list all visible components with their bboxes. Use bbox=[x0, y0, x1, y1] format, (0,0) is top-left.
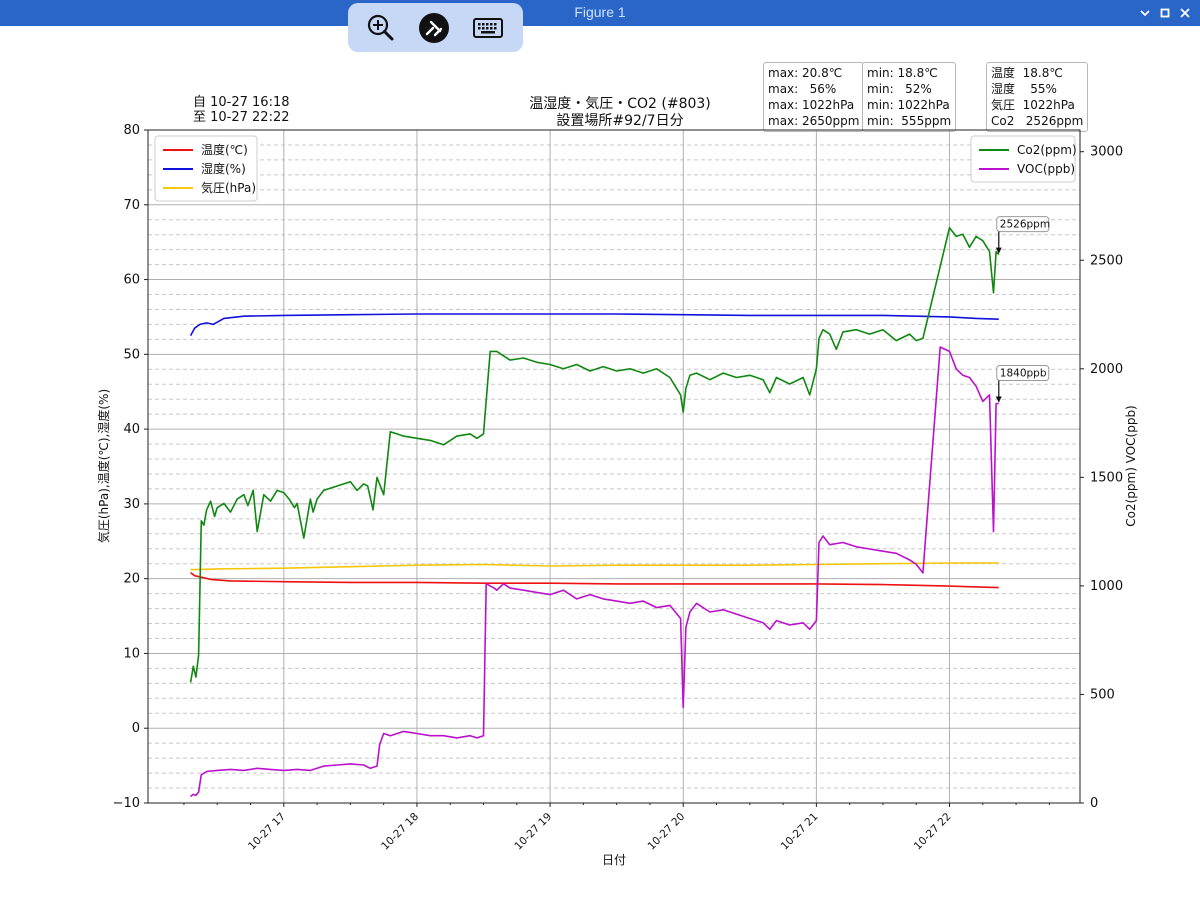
stat-line: min: 555ppm bbox=[867, 114, 952, 128]
x-tick-label: 10-27 20 bbox=[645, 811, 687, 853]
chevron-down-icon[interactable] bbox=[1136, 4, 1154, 22]
y-axis-right-label: Co2(ppm) VOC(ppb) bbox=[1124, 405, 1138, 527]
stat-line: 湿度 55% bbox=[991, 82, 1057, 96]
x-tick-label: 10-27 21 bbox=[779, 811, 821, 853]
annotation-arrowhead bbox=[995, 396, 1002, 403]
window-titlebar: Figure 1 bbox=[0, 0, 1200, 26]
y-left-tick-label: 40 bbox=[123, 422, 140, 437]
x-tick-label: 10-27 17 bbox=[246, 811, 288, 853]
annotation-box bbox=[996, 365, 1050, 382]
legend-entry: Co2(ppm) bbox=[1017, 143, 1077, 157]
connection-icon bbox=[419, 13, 449, 43]
annotation-box bbox=[996, 216, 1050, 233]
series-line-press bbox=[190, 562, 999, 571]
maximize-icon[interactable] bbox=[1156, 4, 1174, 22]
y-left-tick-label: 60 bbox=[123, 273, 140, 288]
y-right-tick-label: 3000 bbox=[1090, 145, 1123, 160]
max-stats-box: max: 20.8℃ max: 56% max: 1022hPa max: 26… bbox=[763, 62, 865, 132]
y-left-tick-label: 10 bbox=[123, 646, 140, 661]
chart-title: 温湿度・気圧・CO2 (#803) bbox=[529, 96, 711, 112]
date-from: 自 10-27 16:18 bbox=[193, 95, 290, 110]
chart-subtitle: 設置場所#92/7日分 bbox=[556, 113, 684, 129]
legend-entry: 湿度(%) bbox=[201, 161, 246, 176]
legend-box bbox=[970, 135, 1076, 183]
current-stats-box: 温度 18.8℃ 湿度 55% 気圧 1022hPa Co2 2526ppm bbox=[986, 62, 1089, 132]
x-tick-label: 10-27 19 bbox=[512, 811, 554, 853]
y-left-tick-label: 20 bbox=[123, 572, 140, 587]
plot-frame bbox=[147, 129, 1081, 804]
series-line-temp bbox=[190, 572, 999, 589]
zoom-in-icon bbox=[367, 14, 394, 41]
stat-line: max: 20.8℃ bbox=[768, 66, 843, 80]
y-right-tick-label: 1500 bbox=[1090, 470, 1123, 485]
y-right-tick-label: 0 bbox=[1090, 796, 1098, 811]
floating-toolbar bbox=[348, 3, 523, 52]
y-left-tick-label: 0 bbox=[132, 721, 140, 736]
y-left-tick-label: 30 bbox=[123, 497, 140, 512]
y-right-tick-label: 1000 bbox=[1090, 579, 1123, 594]
y-right-tick-label: 500 bbox=[1090, 687, 1115, 702]
y-left-tick-label: 80 bbox=[123, 123, 140, 138]
annotation-arrowhead bbox=[995, 247, 1002, 254]
series-line-hum bbox=[189, 313, 999, 336]
window-title: Figure 1 bbox=[574, 4, 626, 20]
annotations-layer: 2526ppm 1840ppb bbox=[995, 216, 1050, 403]
legend-box bbox=[154, 135, 258, 202]
stat-line: 温度 18.8℃ bbox=[991, 66, 1063, 80]
keyboard-button[interactable] bbox=[472, 12, 504, 44]
series-line-voc bbox=[190, 346, 999, 798]
x-tick-label: 10-27 18 bbox=[379, 811, 421, 853]
x-axis-label: 日付 bbox=[602, 853, 626, 867]
y-axis-left-label: 気圧(hPa),温度(℃),湿度(%) bbox=[96, 389, 111, 543]
x-tick-label: 10-27 22 bbox=[912, 811, 954, 853]
y-left-tick-label: 70 bbox=[123, 198, 140, 213]
y-right-tick-label: 2500 bbox=[1090, 253, 1123, 268]
grid bbox=[148, 129, 1080, 804]
stat-line: Co2 2526ppm bbox=[991, 114, 1084, 128]
remote-connection-button[interactable] bbox=[418, 12, 450, 44]
zoom-in-button[interactable] bbox=[365, 12, 397, 44]
stat-line: 気圧 1022hPa bbox=[991, 98, 1075, 112]
date-to: 至 10-27 22:22 bbox=[193, 110, 290, 125]
annotation-label: 1840ppb bbox=[1000, 368, 1047, 380]
stat-line: max: 1022hPa bbox=[768, 98, 855, 112]
legend-entry: 温度(℃) bbox=[201, 142, 248, 157]
close-icon[interactable] bbox=[1176, 4, 1194, 22]
keyboard-icon bbox=[473, 18, 503, 38]
legend-entry: 気圧(hPa) bbox=[201, 180, 256, 195]
series-layer bbox=[189, 226, 1000, 798]
stat-line: max: 2650ppm bbox=[768, 114, 860, 128]
y-right-tick-label: 2000 bbox=[1090, 362, 1123, 377]
legend-layer: 温度(℃) 湿度(%) 気圧(hPa) Co2(ppm) VOC(ppb) bbox=[154, 135, 1077, 202]
series-line-co2 bbox=[189, 226, 1000, 683]
y-left-tick-label: −10 bbox=[113, 796, 140, 811]
annotation-label: 2526ppm bbox=[1000, 219, 1050, 231]
date-range: 自 10-27 16:18 至 10-27 22:22 bbox=[193, 95, 290, 125]
stat-line: min: 18.8℃ bbox=[867, 66, 938, 80]
stat-line: min: 1022hPa bbox=[867, 98, 950, 112]
min-stats-box: min: 18.8℃ min: 52% min: 1022hPa min: 55… bbox=[862, 62, 957, 132]
stat-line: min: 52% bbox=[867, 82, 932, 96]
y-left-tick-label: 50 bbox=[123, 347, 140, 362]
legend-entry: VOC(ppb) bbox=[1017, 162, 1075, 176]
stat-line: max: 56% bbox=[768, 82, 837, 96]
